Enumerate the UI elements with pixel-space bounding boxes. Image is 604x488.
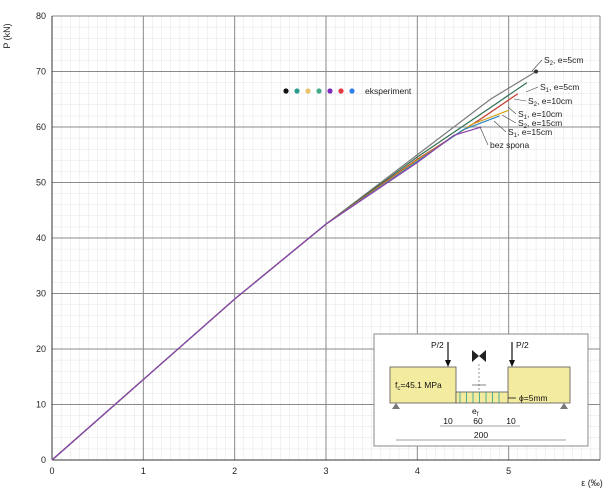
support-right: [560, 403, 568, 409]
load-arrowhead-left: [445, 360, 451, 367]
series-end-marker: [534, 69, 539, 74]
annotation-label: S2, e=5cm: [544, 55, 584, 67]
x-tick-label: 1: [141, 466, 146, 476]
annotation-leader: [525, 86, 539, 93]
x-tick-label: 0: [49, 466, 54, 476]
load-arrowhead-right: [509, 360, 515, 367]
y-tick-label: 40: [36, 233, 46, 243]
legend-label: eksperiment: [365, 86, 412, 96]
legend-marker: [338, 88, 344, 94]
x-axis-label: ε (‰): [581, 478, 603, 488]
y-tick-label: 60: [36, 122, 46, 132]
x-tick-label: 2: [232, 466, 237, 476]
legend-marker: [316, 88, 322, 94]
y-tick-label: 70: [36, 67, 46, 77]
y-tick-label: 10: [36, 400, 46, 410]
y-tick-label: 80: [36, 11, 46, 21]
y-tick-label: 20: [36, 344, 46, 354]
dim-label: 10: [506, 416, 516, 426]
axes: [51, 16, 600, 461]
annotation-leader: [531, 59, 543, 72]
legend-marker: [283, 88, 289, 94]
dim-label: 10: [443, 416, 453, 426]
inset-load-right: P/2: [516, 340, 529, 350]
beam-left-block: [389, 366, 457, 404]
beam-joint: [455, 391, 509, 404]
annotation-label: S1, e=5cm: [540, 82, 580, 94]
inset-load-left: P/2: [431, 340, 444, 350]
dim-total-label: 200: [474, 430, 488, 440]
inset-strength: fc=45.1 MPa: [395, 380, 442, 392]
hinge-symbol: [472, 350, 486, 362]
y-axis-label: P (kN): [2, 23, 12, 48]
y-tick-label: 30: [36, 289, 46, 299]
annotation-leader: [493, 120, 507, 133]
beam-inset: P/2 P/2 fc=45.1 MPa ϕ=5mm ef 10 60 10 200: [373, 333, 589, 447]
tick-labels: 0 10 20 30 40 50 60 70 80 0 1 2 3 4 5: [36, 11, 511, 476]
series-lines: [51, 69, 539, 461]
y-tick-label: 0: [41, 455, 46, 465]
legend-marker: [294, 88, 300, 94]
inset-e-label: ef: [472, 406, 479, 418]
x-tick-label: 3: [323, 466, 328, 476]
legend-marker: [327, 88, 333, 94]
legend: eksperiment: [283, 86, 412, 96]
annotation-label: S1, e=10cm: [518, 109, 562, 121]
beam-right-block: [507, 366, 571, 404]
inset-bar: ϕ=5mm: [519, 393, 548, 403]
x-tick-label: 4: [415, 466, 420, 476]
legend-marker: [305, 88, 311, 94]
annotation-label: S1, e=15cm: [508, 127, 552, 139]
series-line: [51, 126, 482, 461]
annotation-leader: [501, 114, 517, 124]
annotation-label: bez spona: [490, 140, 529, 150]
x-tick-label: 5: [506, 466, 511, 476]
support-left: [392, 403, 400, 409]
annotation-label: S2, e=10cm: [528, 96, 572, 108]
dim-label: 60: [473, 416, 483, 426]
legend-marker: [349, 88, 355, 94]
y-tick-label: 50: [36, 178, 46, 188]
annotation-leader: [513, 98, 527, 102]
annotation-leader: [479, 126, 489, 146]
annotation-label: S2, e=15cm: [518, 118, 562, 130]
annotation-leader: [507, 106, 517, 115]
